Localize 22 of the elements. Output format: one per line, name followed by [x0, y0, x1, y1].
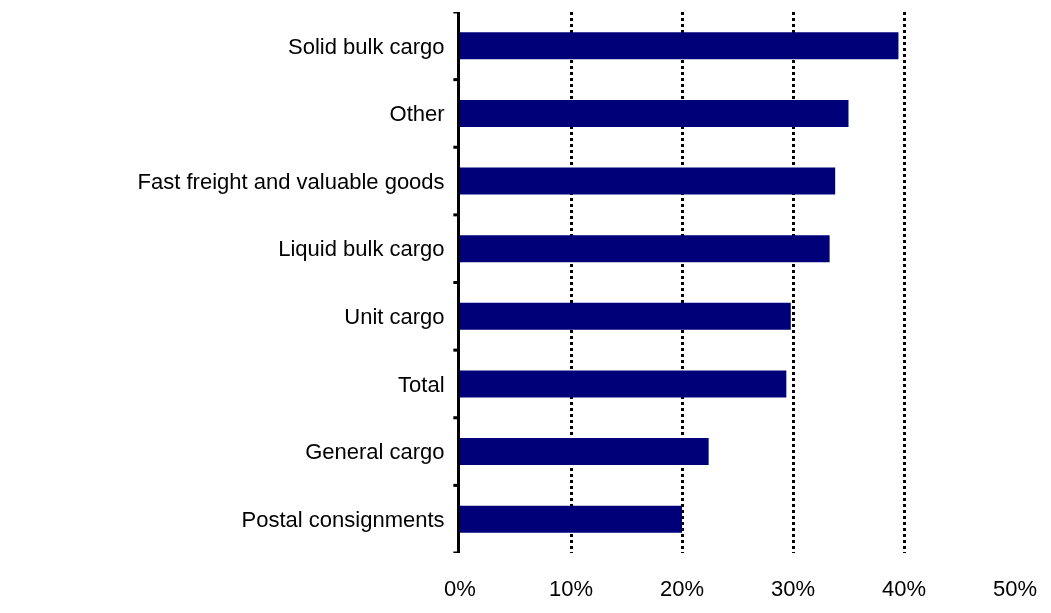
y-tick-label: Total: [398, 371, 445, 397]
bar: [460, 99, 849, 127]
bar: [460, 167, 836, 195]
bar: [460, 438, 709, 466]
x-tick-label: 50%: [992, 576, 1038, 601]
x-tick-label: 10%: [548, 576, 594, 601]
y-tick-label: Other: [389, 101, 445, 127]
bar: [460, 370, 787, 398]
x-tick-label: 40%: [881, 576, 927, 601]
bar: [460, 505, 682, 533]
y-tick-label: Postal consignments: [241, 506, 445, 532]
y-tick-label: General cargo: [305, 439, 445, 465]
y-tick-label: Fast freight and valuable goods: [137, 168, 445, 194]
x-tick-label: 20%: [659, 576, 705, 601]
x-tick-label: 30%: [770, 576, 816, 601]
y-tick-label: Unit cargo: [344, 304, 445, 330]
bar: [460, 302, 791, 330]
bar: [460, 235, 830, 263]
y-tick-label: Solid bulk cargo: [288, 33, 445, 59]
x-tick-label: 0%: [444, 576, 476, 601]
bar: [460, 32, 899, 60]
y-tick-label: Liquid bulk cargo: [278, 236, 445, 262]
